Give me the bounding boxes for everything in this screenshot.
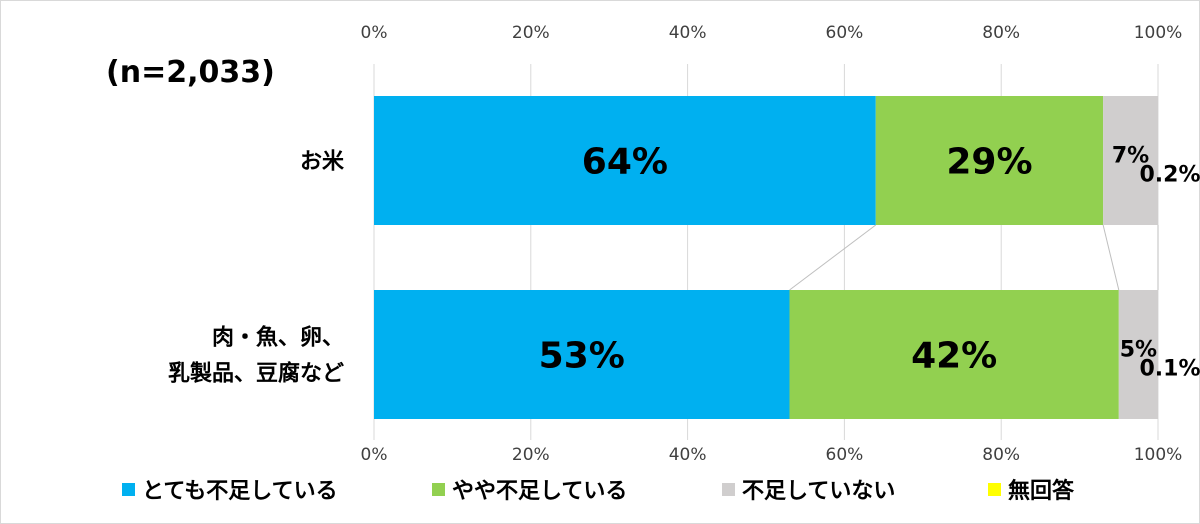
x-tick-label-top: 40% bbox=[669, 23, 707, 43]
data-label: 0.2% bbox=[1139, 163, 1200, 188]
category-label: お米 bbox=[300, 150, 345, 175]
x-axis-ticks: 0% 0% 20% 20% 40% 40% 60% 60% 80% 80% 100% 100% bbox=[361, 23, 1183, 465]
x-tick-label-bottom: 20% bbox=[512, 445, 550, 465]
bar-segment bbox=[1118, 290, 1158, 419]
x-tick-label-top: 80% bbox=[982, 23, 1020, 43]
data-label: 7% bbox=[1112, 144, 1149, 169]
series-line bbox=[1102, 224, 1120, 291]
bar-segment bbox=[374, 96, 876, 225]
data-label: 64% bbox=[582, 142, 668, 183]
legend-label: やや不足している bbox=[452, 479, 628, 504]
legend-swatch bbox=[432, 482, 445, 496]
x-tick-label-top: 60% bbox=[826, 23, 864, 43]
legend-item: やや不足している bbox=[432, 472, 627, 506]
legend-swatch bbox=[122, 482, 135, 496]
sample-size-label: (n=2,033) bbox=[106, 55, 275, 90]
x-tick-label-top: 100% bbox=[1134, 23, 1183, 43]
x-tick-label-bottom: 60% bbox=[826, 445, 864, 465]
data-label: 42% bbox=[911, 336, 997, 377]
legend-item: 無回答 bbox=[988, 472, 1074, 506]
x-tick-label-bottom: 40% bbox=[669, 445, 707, 465]
category-labels: お米肉・魚、卵、乳製品、豆腐など bbox=[168, 150, 345, 387]
data-label: 0.1% bbox=[1139, 357, 1200, 382]
legend-label: とても不足している bbox=[142, 479, 338, 504]
legend-swatch bbox=[988, 482, 1001, 496]
bar-segment bbox=[1103, 96, 1158, 225]
legend: とても不足している やや不足している 不足していない 無回答 bbox=[0, 472, 1200, 506]
x-tick-label-bottom: 0% bbox=[361, 445, 388, 465]
data-label: 5% bbox=[1120, 338, 1157, 363]
series-line bbox=[789, 224, 877, 291]
x-tick-label-bottom: 100% bbox=[1134, 445, 1183, 465]
data-label: 53% bbox=[539, 336, 625, 377]
legend-label: 無回答 bbox=[1008, 479, 1075, 504]
legend-label: 不足していない bbox=[742, 479, 896, 504]
data-labels: 64% 29% 7%0.2% 53% 42% 5%0.1% bbox=[539, 142, 1200, 382]
x-tick-label-top: 20% bbox=[512, 23, 550, 43]
bar-segment bbox=[374, 290, 790, 419]
x-tick-label-bottom: 80% bbox=[982, 445, 1020, 465]
bar-segment bbox=[875, 96, 1104, 225]
bar-segment bbox=[789, 290, 1119, 419]
series-lines bbox=[789, 224, 1159, 291]
legend-item: とても不足している bbox=[122, 472, 338, 506]
category-label: 肉・魚、卵、乳製品、豆腐など bbox=[168, 325, 344, 387]
data-label: 29% bbox=[946, 142, 1032, 183]
legend-swatch bbox=[722, 482, 735, 496]
x-tick-label-top: 0% bbox=[361, 23, 388, 43]
bars bbox=[374, 96, 1158, 419]
legend-item: 不足していない bbox=[722, 472, 895, 506]
